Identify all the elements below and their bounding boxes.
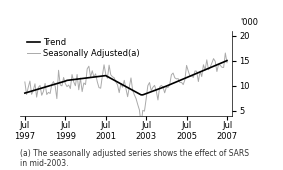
Legend: Trend, Seasonally Adjusted(a): Trend, Seasonally Adjusted(a) — [24, 35, 143, 61]
Text: (a) The seasonally adjusted series shows the effect of SARS
in mid-2003.: (a) The seasonally adjusted series shows… — [20, 149, 249, 168]
Text: '000: '000 — [241, 18, 259, 27]
